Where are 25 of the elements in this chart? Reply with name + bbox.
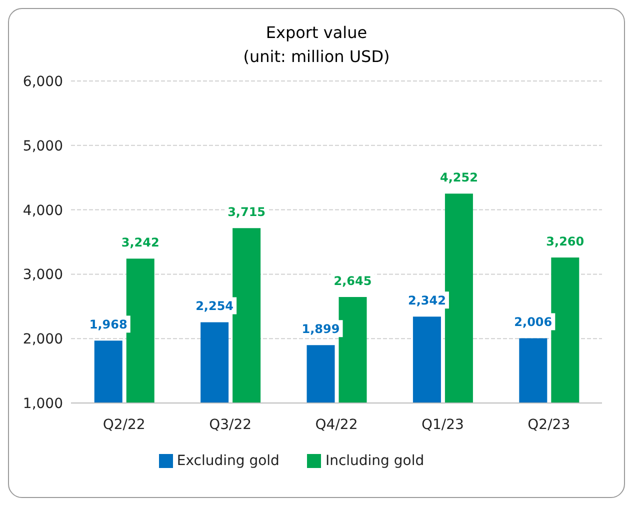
y-tick-label: 3,000	[22, 267, 63, 284]
y-tick-label: 2,000	[22, 332, 63, 348]
data-label: 2,006	[514, 315, 552, 330]
y-tick-label: 5,000	[22, 138, 63, 154]
x-tick-label: Q4/22	[315, 416, 358, 433]
x-tick-label: Q3/22	[209, 416, 252, 433]
data-label: 3,260	[546, 234, 584, 248]
y-tick-label: 1,000	[22, 396, 63, 412]
y-tick-label: 4,000	[22, 202, 63, 219]
data-label: 3,242	[121, 236, 160, 250]
data-label: 2,645	[334, 274, 372, 288]
chart-subtitle: (unit: million USD)	[242, 46, 391, 68]
data-label: 2,254	[196, 299, 234, 314]
data-label: 2,342	[408, 294, 446, 308]
chart-title: Export value	[264, 22, 368, 44]
data-label: 1,899	[302, 322, 340, 336]
data-label: 1,968	[89, 318, 128, 332]
data-label: 3,715	[228, 205, 266, 220]
x-tick-label: Q2/23	[528, 416, 570, 433]
x-tick-label: Q2/22	[102, 416, 146, 433]
legend-label: Including gold	[325, 453, 424, 469]
data-label: 4,252	[440, 170, 478, 185]
y-tick-label: 6,000	[22, 74, 63, 90]
legend-label: Excluding gold	[176, 453, 280, 469]
x-tick-label: Q1/23	[421, 416, 464, 433]
